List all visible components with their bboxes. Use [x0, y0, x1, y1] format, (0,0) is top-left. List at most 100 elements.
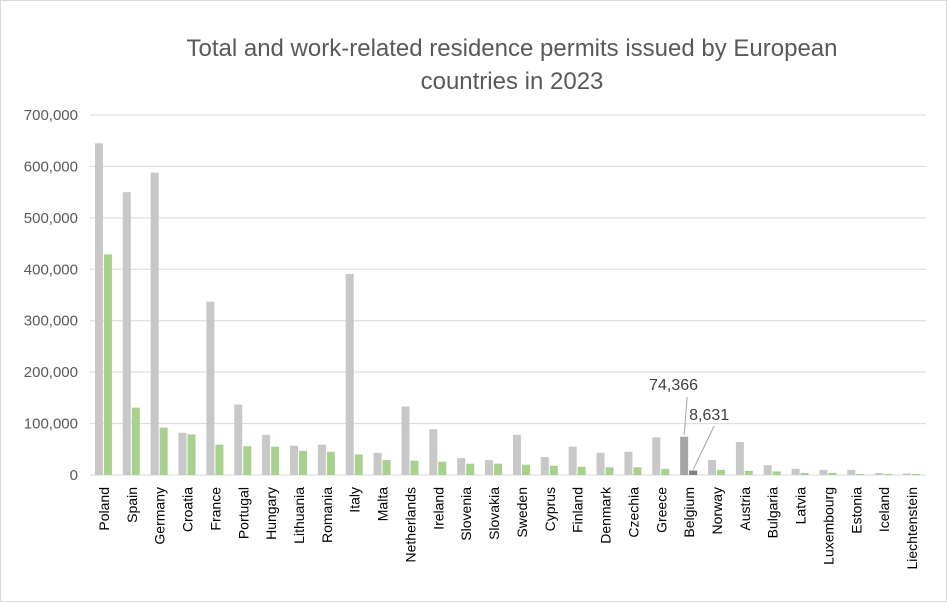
x-axis-category-labels: Poland Spain Germany Croatia France Portugal H…: [96, 486, 920, 570]
x-category-label: Lithuania: [291, 487, 307, 544]
bar-portugal-series-1: [234, 404, 243, 475]
bar-hungary-series-1: [262, 434, 271, 475]
bar-malta-series-2: [382, 460, 391, 475]
x-category-label: Slovenia: [458, 487, 474, 541]
y-tick-label: 500,000: [24, 210, 78, 227]
bar-austria-series-1: [735, 442, 744, 475]
gridlines: [90, 114, 926, 476]
bar-cyprus-series-2: [549, 465, 558, 475]
x-category-label: Malta: [375, 487, 391, 521]
bar-italy-series-2: [354, 454, 363, 475]
x-category-label: Slovakia: [486, 487, 502, 540]
bar-latvia-series-1: [791, 468, 800, 475]
bar-germany-series-1: [150, 172, 159, 475]
data-label-total: 74,366: [649, 377, 698, 394]
x-category-label: Netherlands: [402, 487, 418, 563]
bar-liechtenstein-series-2: [912, 473, 921, 475]
bar-belgium-series-2: [689, 470, 698, 475]
bar-ireland-series-2: [438, 461, 447, 475]
x-category-label: Luxembourg: [820, 487, 836, 565]
bar-france-series-1: [206, 301, 215, 475]
bar-germany-series-2: [159, 427, 168, 475]
bar-croatia-series-1: [178, 432, 187, 475]
bar-slovakia-series-2: [494, 463, 503, 475]
y-tick-label: 0: [70, 467, 78, 484]
bar-latvia-series-2: [800, 472, 809, 475]
x-category-label: Finland: [570, 487, 586, 533]
bar-luxembourg-series-1: [819, 469, 828, 475]
bar-croatia-series-2: [187, 434, 196, 475]
bar-romania-series-1: [317, 444, 326, 475]
y-tick-label: 100,000: [24, 416, 78, 433]
bar-netherlands-series-1: [401, 406, 410, 475]
bar-belgium-series-1: [680, 436, 689, 475]
bar-lithuania-series-2: [299, 450, 307, 475]
x-category-label: Sweden: [514, 487, 530, 538]
x-category-label: Czechia: [625, 487, 641, 538]
x-category-label: Poland: [96, 487, 112, 531]
bar-malta-series-1: [373, 452, 382, 475]
bar-spain-series-1: [122, 192, 131, 475]
bar-italy-series-1: [345, 273, 354, 475]
bar-portugal-series-2: [243, 446, 252, 475]
y-tick-label: 700,000: [24, 107, 78, 124]
x-category-label: Portugal: [235, 487, 251, 539]
x-category-label: Norway: [709, 487, 725, 534]
y-tick-label: 400,000: [24, 261, 78, 278]
bar-denmark-series-1: [596, 452, 605, 475]
x-category-label: Croatia: [180, 487, 196, 532]
x-category-label: Italy: [347, 487, 363, 513]
bar-sweden-series-2: [521, 464, 530, 475]
data-label-work: 8,631: [689, 407, 729, 424]
bar-poland-series-1: [94, 143, 103, 476]
leader-line-work: [692, 425, 715, 470]
chart-title-line-1: Total and work-related residence permits…: [186, 35, 837, 62]
leader-line-total: [683, 396, 688, 435]
y-tick-label: 300,000: [24, 313, 78, 330]
bar-slovenia-series-1: [457, 458, 466, 475]
bar-slovakia-series-1: [485, 460, 494, 475]
bar-estonia-series-1: [847, 469, 856, 475]
x-category-label: France: [207, 487, 223, 531]
y-tick-label: 600,000: [24, 158, 78, 175]
x-category-label: Austria: [737, 487, 753, 531]
bar-bulgaria-series-1: [763, 465, 772, 475]
bar-slovenia-series-2: [466, 463, 475, 475]
bar-luxembourg-series-2: [828, 472, 837, 475]
x-category-label: Germany: [152, 487, 168, 545]
bar-ireland-series-1: [429, 429, 438, 475]
bar-greece-series-1: [652, 437, 661, 475]
bar-czechia-series-1: [624, 451, 633, 475]
x-category-label: Romania: [319, 487, 335, 543]
x-category-label: Spain: [124, 487, 140, 523]
bar-norway-series-2: [717, 469, 725, 475]
bar-sweden-series-1: [512, 434, 521, 475]
bars: [94, 143, 921, 476]
x-category-label: Ireland: [430, 487, 446, 530]
bar-iceland-series-1: [875, 472, 884, 475]
bar-netherlands-series-2: [410, 460, 419, 475]
x-category-label: Bulgaria: [765, 487, 781, 539]
chart-title-line-2: countries in 2023: [421, 68, 604, 95]
bar-austria-series-2: [744, 470, 753, 475]
bar-norway-series-1: [708, 460, 716, 475]
bar-denmark-series-2: [605, 467, 614, 475]
bar-greece-series-2: [661, 468, 670, 475]
bar-finland-series-1: [568, 446, 577, 475]
x-category-label: Iceland: [876, 487, 892, 532]
bar-spain-series-2: [131, 407, 140, 475]
bar-estonia-series-2: [856, 473, 865, 475]
bar-france-series-2: [215, 444, 224, 475]
x-category-label: Estonia: [848, 487, 864, 534]
bar-iceland-series-2: [884, 473, 893, 475]
bar-romania-series-2: [326, 451, 335, 475]
bar-poland-series-2: [103, 254, 112, 475]
y-tick-label: 200,000: [24, 364, 78, 381]
bar-bulgaria-series-2: [772, 471, 781, 475]
bar-lithuania-series-1: [290, 445, 298, 475]
y-axis-tick-labels: 0 100,000 200,000 300,000 400,000 500,000 600,…: [24, 107, 78, 484]
bar-liechtenstein-series-1: [903, 473, 912, 475]
bar-cyprus-series-1: [540, 457, 549, 475]
